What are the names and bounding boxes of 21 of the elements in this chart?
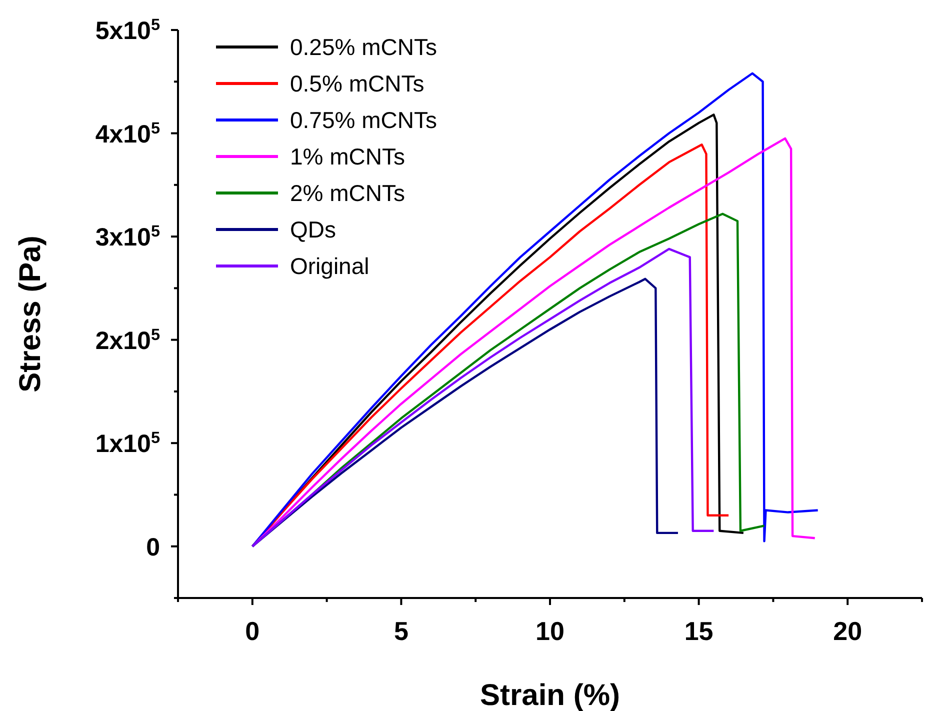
x-tick-label: 15: [684, 616, 714, 646]
legend-label: QDs: [290, 216, 336, 242]
y-tick-label: 1x10$^{5}$: [95, 429, 160, 458]
y-tick-label: 0: [146, 533, 160, 562]
y-tick-label: 2x10$^{5}$: [95, 326, 160, 355]
legend-label: 0.25% mCNTs: [290, 34, 437, 60]
y-tick-label: 5x10$^{5}$: [95, 16, 160, 45]
y-axis-title: Stress (Pa): [14, 236, 47, 392]
legend-label: Original: [290, 253, 370, 279]
y-tick-label: 3x10$^{5}$: [95, 222, 160, 252]
x-tick-label: 20: [833, 616, 862, 646]
x-tick-label: 5: [394, 616, 408, 646]
y-tick-label: 4x10$^{5}$: [95, 119, 160, 148]
legend-label: 0.75% mCNTs: [290, 107, 437, 133]
legend-label: 0.5% mCNTs: [290, 70, 424, 96]
legend-label: 2% mCNTs: [290, 180, 406, 206]
x-axis-title: Strain (%): [480, 679, 620, 711]
legend-label: 1% mCNTs: [290, 144, 406, 170]
line-series: [251, 248, 715, 548]
x-tick-label: 0: [245, 616, 260, 646]
x-tick-label: 10: [536, 616, 564, 646]
